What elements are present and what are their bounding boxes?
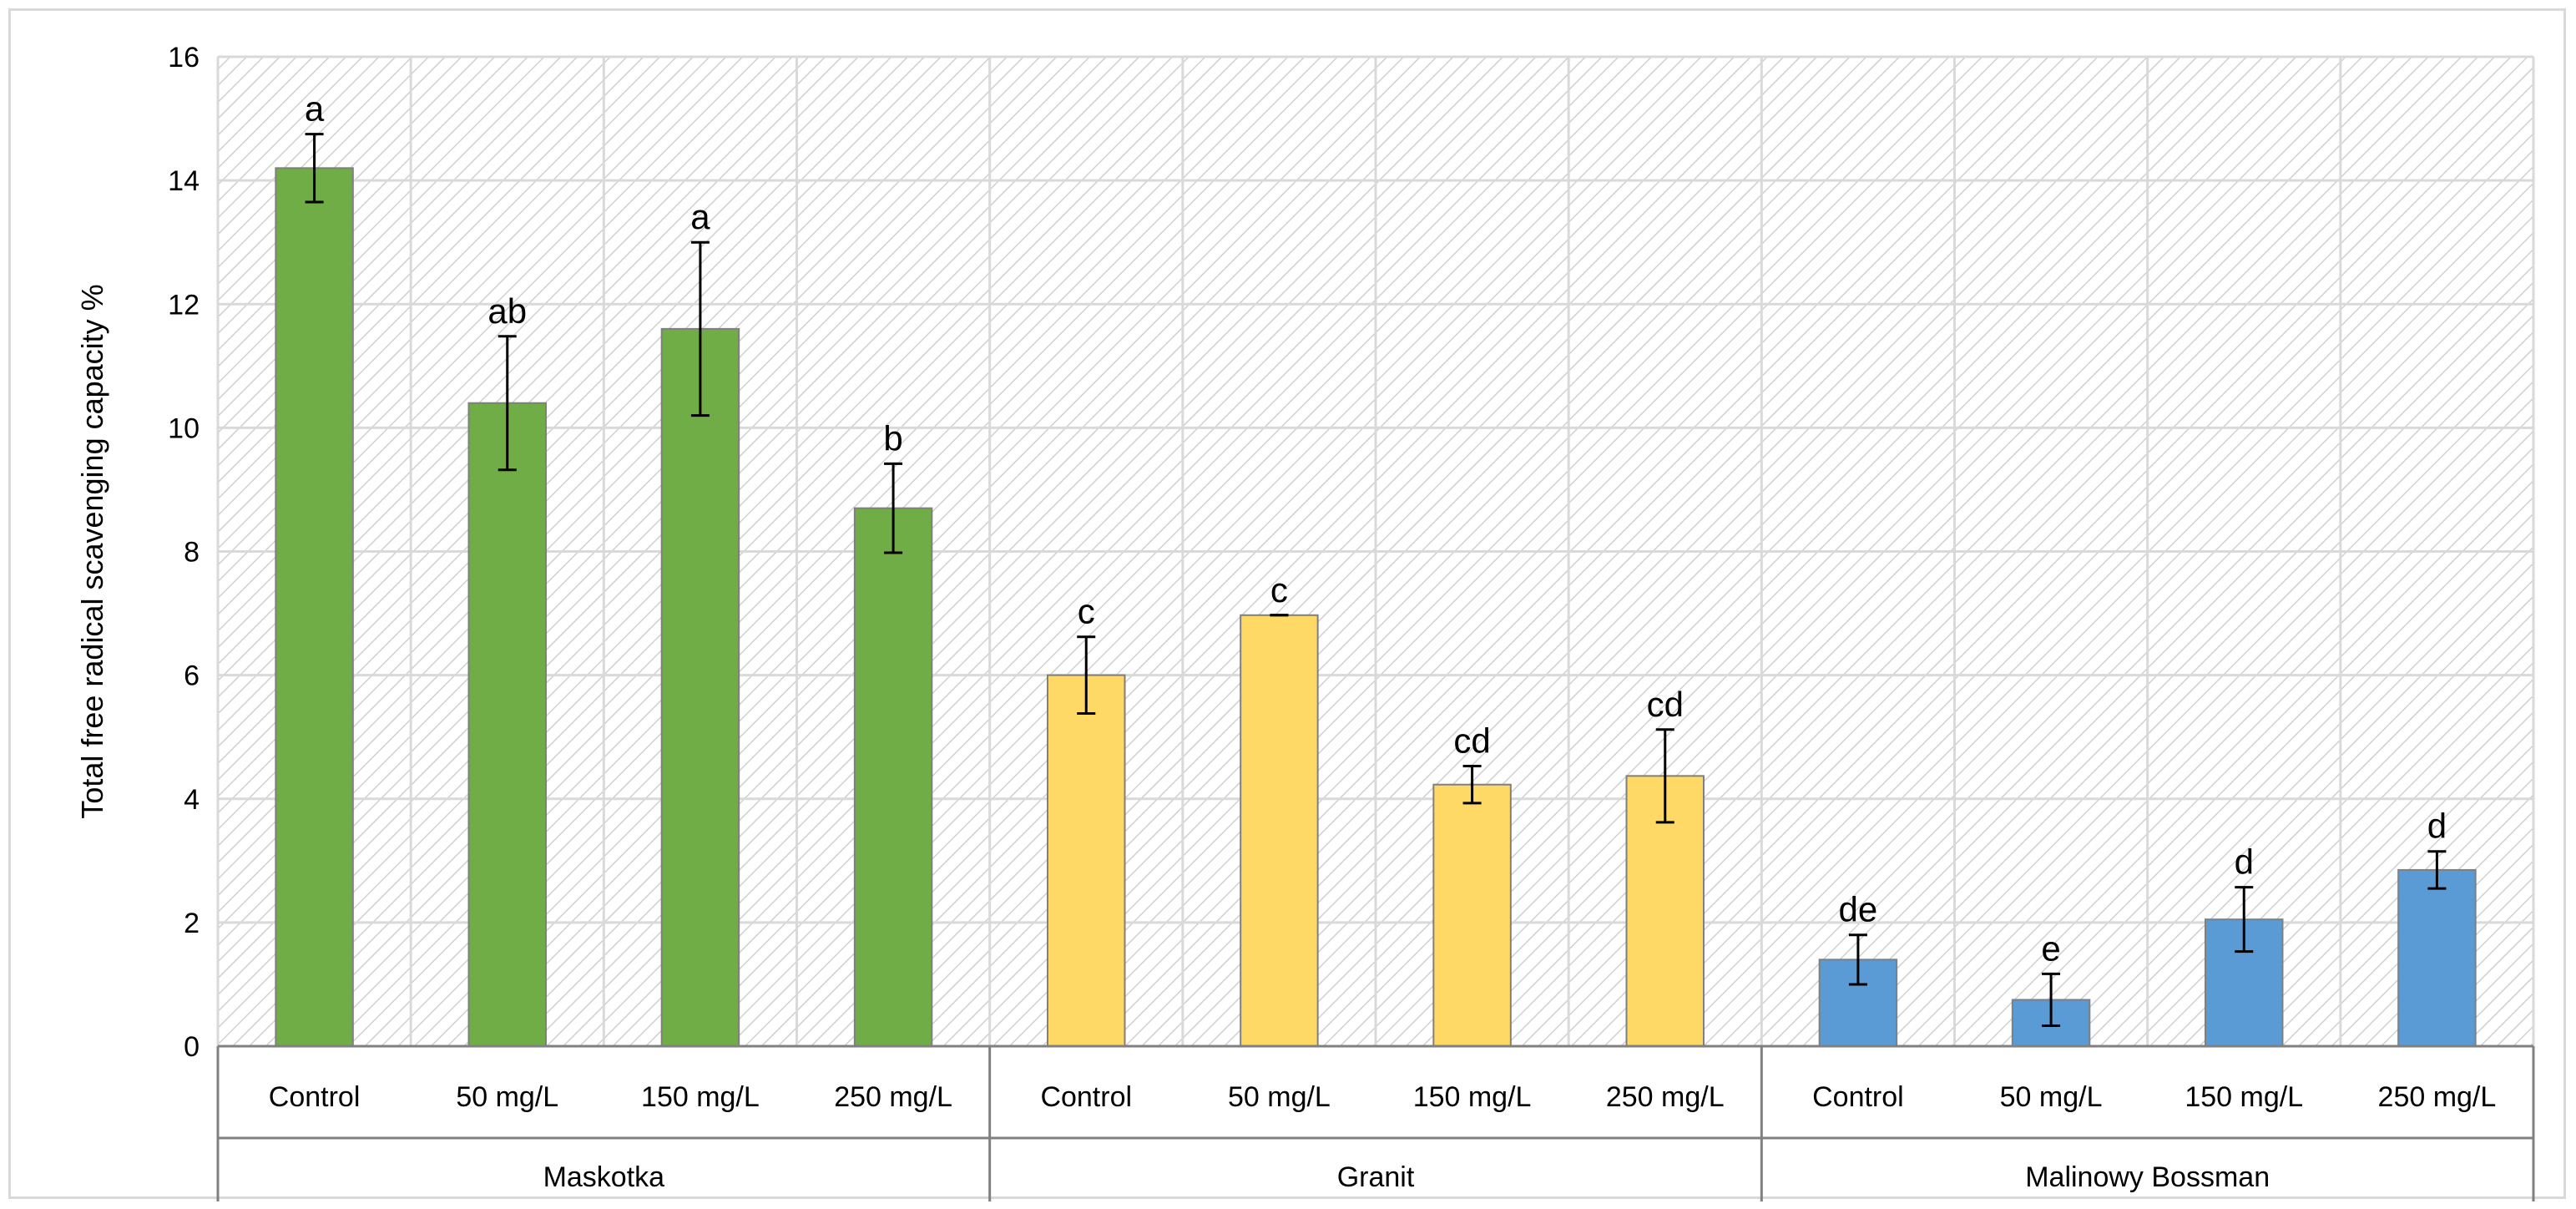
- gridlines: [216, 55, 2535, 1048]
- bars: [275, 167, 2477, 1047]
- x-group-label: Granit: [1337, 1161, 1415, 1193]
- y-axis-label: Total free radical scavenging capacity %: [75, 284, 109, 818]
- y-tick-label: 4: [184, 784, 200, 816]
- significance-letter: c: [1078, 592, 1095, 631]
- x-category-label: Control: [1040, 1081, 1132, 1113]
- x-category-label: 150 mg/L: [641, 1081, 760, 1113]
- y-tick-label: 10: [168, 412, 200, 444]
- significance-letter: b: [883, 418, 902, 458]
- x-category-label: 50 mg/L: [456, 1081, 558, 1113]
- significance-letter: d: [2235, 842, 2254, 882]
- x-group-label: Malinowy Bossman: [2025, 1161, 2270, 1193]
- y-tick-label: 6: [184, 660, 200, 692]
- significance-letter: d: [2427, 807, 2447, 846]
- significance-letter: a: [305, 89, 325, 129]
- x-category-label: 150 mg/L: [2185, 1081, 2303, 1113]
- significance-letter: a: [690, 197, 710, 236]
- chart-frame: a ab a b c c cd cd de e d d 0 2 4 6 8 10 12 14 16 Control 50…: [8, 8, 2566, 1201]
- significance-letter: c: [1270, 570, 1288, 610]
- significance-letter: ab: [487, 291, 527, 331]
- y-tick-label: 14: [168, 165, 200, 197]
- y-tick-label: 2: [184, 908, 200, 939]
- bar-malinowy-bossman-4: [2397, 868, 2477, 1047]
- x-category-labels: Control 50 mg/L 150 mg/L 250 mg/L Maskotka Co…: [269, 1081, 2497, 1193]
- x-category-label: Control: [269, 1081, 361, 1113]
- axes: [216, 1045, 2535, 1201]
- x-group-label: Maskotka: [543, 1161, 665, 1193]
- y-tick-labels: 0 2 4 6 8 10 12 14 16: [168, 42, 200, 1063]
- significance-letter: cd: [1647, 685, 1684, 724]
- x-category-label: 150 mg/L: [1413, 1081, 1532, 1113]
- bar-maskotka-3: [660, 327, 740, 1047]
- significance-letter: e: [2041, 928, 2060, 968]
- x-category-label: 250 mg/L: [2378, 1081, 2497, 1113]
- x-category-label: Control: [1812, 1081, 1904, 1113]
- error-bars: [305, 133, 2447, 1028]
- bar-granit-3: [1432, 783, 1512, 1047]
- y-tick-label: 8: [184, 537, 200, 569]
- bar-granit-1: [1047, 674, 1126, 1047]
- y-tick-label: 0: [184, 1031, 200, 1063]
- bar-maskotka-4: [853, 507, 933, 1047]
- x-category-label: 250 mg/L: [1606, 1081, 1725, 1113]
- significance-letter: de: [1839, 890, 1878, 929]
- x-category-label: 250 mg/L: [834, 1081, 952, 1113]
- bar-maskotka-1: [275, 167, 354, 1047]
- x-category-label: 50 mg/L: [1228, 1081, 1331, 1113]
- x-category-label: 50 mg/L: [2000, 1081, 2103, 1113]
- y-tick-label: 12: [168, 289, 200, 321]
- y-tick-label: 16: [168, 42, 200, 73]
- significance-letter: cd: [1453, 721, 1490, 760]
- bar-maskotka-2: [467, 402, 547, 1047]
- bar-granit-2: [1240, 614, 1319, 1047]
